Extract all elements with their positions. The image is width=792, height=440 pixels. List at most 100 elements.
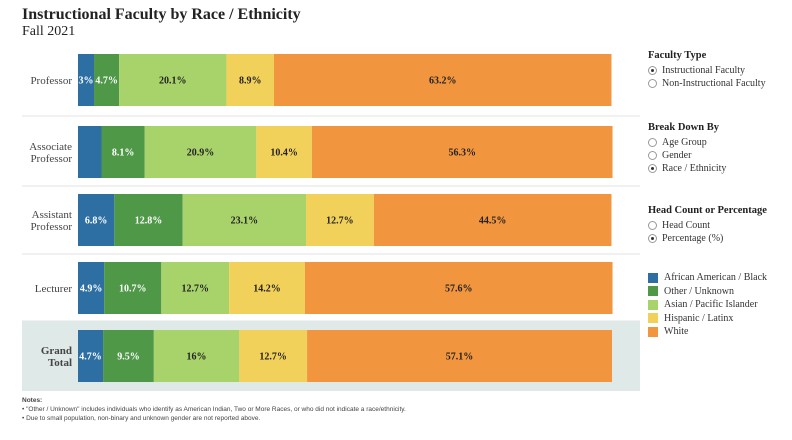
data-label: 12.7% (181, 284, 209, 295)
option-label: Gender (662, 150, 692, 161)
row-label: Grand Total (41, 345, 72, 369)
legend-label: Asian / Pacific Islander (664, 299, 758, 311)
bar-segment (153, 330, 240, 382)
row-label-line: Professor (30, 221, 72, 233)
bar-segment (182, 194, 307, 246)
row-label: Professor (30, 75, 72, 87)
faculty-type-option-instructional[interactable]: Instructional Faculty (648, 64, 766, 77)
notes: Notes: • "Other / Unknown" includes indi… (22, 396, 406, 423)
faculty-type-filter: Faculty Type Instructional Faculty Non-I… (648, 50, 766, 90)
break-down-option-age[interactable]: Age Group (648, 136, 726, 149)
bar-segment (114, 194, 183, 246)
break-down-option-race[interactable]: Race / Ethnicity (648, 162, 726, 175)
legend-label: Other / Unknown (664, 285, 734, 297)
legend-label: African American / Black (664, 272, 768, 284)
radio-icon[interactable] (648, 151, 657, 160)
data-label: 9.5% (117, 352, 140, 363)
legend-item[interactable]: White (648, 325, 767, 339)
radio-icon[interactable] (648, 79, 657, 88)
data-label: 4.7% (95, 76, 118, 87)
bar-segment (78, 262, 105, 314)
bar-segment (78, 194, 115, 246)
data-label: 4.7% (79, 352, 102, 363)
bar-segment (119, 54, 227, 106)
data-label: 57.6% (445, 284, 473, 295)
row-label-line: Assistant (32, 209, 72, 221)
legend-item[interactable]: African American / Black (648, 271, 767, 285)
legend-swatch (648, 313, 658, 324)
break-down-option-gender[interactable]: Gender (648, 149, 726, 162)
data-label: 63.2% (429, 76, 457, 87)
row-label: Assistant Professor (30, 209, 72, 233)
note-line: • "Other / Unknown" includes individuals… (22, 406, 406, 413)
bar-segment (161, 262, 230, 314)
data-label: 23.1% (231, 216, 259, 227)
data-label: 12.7% (259, 352, 287, 363)
radio-selected-icon[interactable] (648, 234, 657, 243)
chart-subtitle: Fall 2021 (22, 24, 76, 39)
legend-item[interactable]: Asian / Pacific Islander (648, 298, 767, 312)
row-label-line: Lecturer (35, 283, 73, 295)
break-down-filter: Break Down By Age Group Gender Race / Et… (648, 122, 726, 175)
row-label: Associate Professor (29, 141, 72, 165)
data-label: 20.1% (159, 76, 187, 87)
data-label: 8.9% (239, 76, 262, 87)
bar-segment (229, 262, 305, 314)
data-label: 8.1% (112, 148, 135, 159)
count-percentage-filter: Head Count or Percentage Head Count Perc… (648, 205, 767, 245)
faculty-type-heading: Faculty Type (648, 50, 707, 61)
legend: African American / Black Other / Unknown… (648, 271, 767, 339)
option-label: Age Group (662, 137, 707, 148)
bar-segment (144, 126, 257, 178)
legend-swatch (648, 286, 658, 297)
option-percentage[interactable]: Percentage (%) (648, 232, 767, 245)
data-label: 56.3% (448, 148, 476, 159)
row-label-line: Professor (30, 75, 72, 87)
bar-segment (306, 194, 374, 246)
stacked-bar-chart: Professor 3% 4.7% 20.1% 8.9% 63.2%Associate Pr… (22, 54, 640, 391)
bar-segment (304, 262, 613, 314)
bar-segment (78, 126, 102, 178)
data-label: 12.7% (326, 216, 354, 227)
bar-segment (311, 126, 613, 178)
radio-icon[interactable] (648, 221, 657, 230)
option-head-count[interactable]: Head Count (648, 219, 767, 232)
radio-icon[interactable] (648, 138, 657, 147)
faculty-type-option-non-instructional[interactable]: Non-Instructional Faculty (648, 77, 766, 90)
legend-label: White (664, 326, 689, 338)
legend-swatch (648, 272, 658, 283)
bar-segment (78, 54, 95, 106)
notes-heading: Notes: (22, 397, 43, 404)
option-label: Instructional Faculty (662, 65, 746, 76)
row-label-line: Associate (29, 141, 72, 153)
legend-item[interactable]: Other / Unknown (648, 285, 767, 299)
option-label: Percentage (%) (662, 233, 724, 244)
option-label: Non-Instructional Faculty (662, 78, 766, 89)
bar-segment (101, 126, 145, 178)
data-label: 12.8% (135, 216, 163, 227)
radio-selected-icon[interactable] (648, 164, 657, 173)
bar-segment (373, 194, 612, 246)
legend-swatch (648, 299, 658, 310)
data-label: 57.1% (446, 352, 474, 363)
data-label: 20.9% (187, 148, 215, 159)
data-label: 16% (187, 352, 207, 363)
count-percentage-heading: Head Count or Percentage (648, 205, 767, 216)
legend-item[interactable]: Hispanic / Latinx (648, 312, 767, 326)
bar-segment (94, 54, 120, 106)
data-label: 6.8% (85, 216, 108, 227)
break-down-heading: Break Down By (648, 122, 719, 133)
data-label: 10.4% (270, 148, 298, 159)
row-label: Lecturer (35, 283, 73, 295)
bar-segment (103, 330, 154, 382)
row-label-line: Total (48, 357, 72, 369)
note-line: • Due to small population, non-binary an… (22, 415, 261, 422)
legend-swatch (648, 326, 658, 337)
option-label: Head Count (662, 220, 711, 231)
radio-selected-icon[interactable] (648, 66, 657, 75)
bar-segment (307, 330, 612, 382)
bar-segment (226, 54, 274, 106)
data-label: 3% (79, 76, 94, 87)
data-label: 14.2% (253, 284, 281, 295)
bar-segment (273, 54, 612, 106)
